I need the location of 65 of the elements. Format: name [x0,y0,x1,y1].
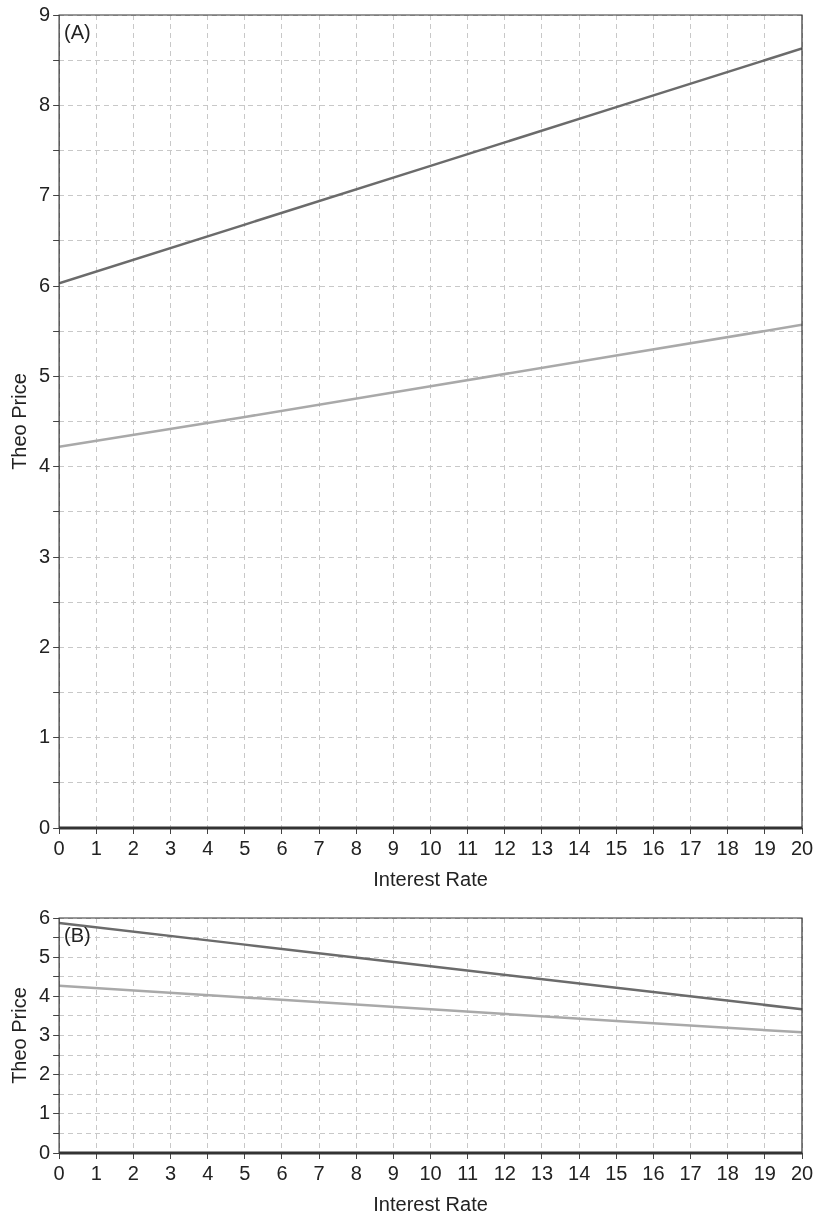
annotation: (B) [64,923,91,946]
x-tick-label: 12 [493,1161,516,1184]
annotation: (A) [64,20,91,43]
y-tick-label: 1 [39,725,51,748]
x-tick-label: 5 [239,836,251,859]
x-tick-label: 2 [127,836,139,859]
y-tick-label: 1 [39,1101,51,1124]
x-tick-label: 13 [530,836,554,859]
x-tick-label: 1 [90,836,102,859]
x-tick-label: 18 [716,1161,739,1184]
x-tick-label: 10 [419,836,442,859]
y-tick-label: 8 [39,92,51,115]
x-tick-label: 17 [679,1161,702,1184]
y-tick-label: 4 [39,454,51,477]
x-tick-label: 6 [276,1161,288,1184]
y-tick-label: 6 [39,905,51,928]
x-tick-label: 2 [127,1161,139,1184]
x-tick-label: 11 [457,836,479,859]
y-tick-label: 3 [39,1023,51,1046]
x-tick-label: 18 [716,836,739,859]
x-tick-label: 4 [202,1161,214,1184]
x-tick-label: 4 [202,836,214,859]
y-tick-label: 5 [39,944,51,967]
x-tick-label: 14 [568,1161,591,1184]
x-tick-label: 19 [753,1161,776,1184]
x-tick-label: 8 [350,1161,362,1184]
x-tick-label: 20 [790,1161,814,1184]
x-tick-label: 3 [164,1161,177,1184]
x-tick-label: 8 [350,836,362,859]
x-tick-label: 15 [605,1161,628,1184]
x-tick-label: 14 [568,836,591,859]
x-tick-label: 0 [53,1161,65,1184]
y-tick-label: 0 [39,815,51,838]
x-tick-label: 6 [276,836,288,859]
y-tick-label: 7 [39,183,51,206]
x-tick-label: 9 [387,836,399,859]
x-tick-label: 7 [313,1161,325,1184]
y-tick-label: 2 [39,1062,51,1085]
y-tick-label: 5 [39,363,51,386]
x-tick-label: 17 [679,836,702,859]
x-tick-label: 9 [387,1161,399,1184]
x-tick-label: 16 [642,836,665,859]
x-tick-label: 7 [313,836,325,859]
x-tick-label: 3 [164,836,177,859]
x-axis-title: Interest Rate [373,1192,488,1215]
x-tick-label: 1 [90,1161,102,1184]
x-tick-label: 16 [642,1161,665,1184]
x-axis-title: Interest Rate [373,867,488,890]
x-tick-label: 5 [239,1161,251,1184]
x-tick-label: 10 [419,1161,442,1184]
x-tick-label: 19 [753,836,776,859]
y-tick-label: 6 [39,273,51,296]
x-tick-label: 11 [457,1161,479,1184]
x-tick-label: 13 [530,1161,554,1184]
x-tick-label: 15 [605,836,628,859]
x-tick-label: 20 [790,836,814,859]
y-tick-label: 3 [39,544,51,567]
y-tick-label: 0 [39,1140,51,1163]
y-axis-title: Theo Price [7,987,30,1084]
x-tick-label: 12 [493,836,516,859]
y-axis-title: Theo Price [7,373,30,470]
y-tick-label: 4 [39,983,51,1006]
y-tick-label: 9 [39,2,51,25]
x-tick-label: 0 [53,836,65,859]
y-tick-label: 2 [39,634,51,657]
